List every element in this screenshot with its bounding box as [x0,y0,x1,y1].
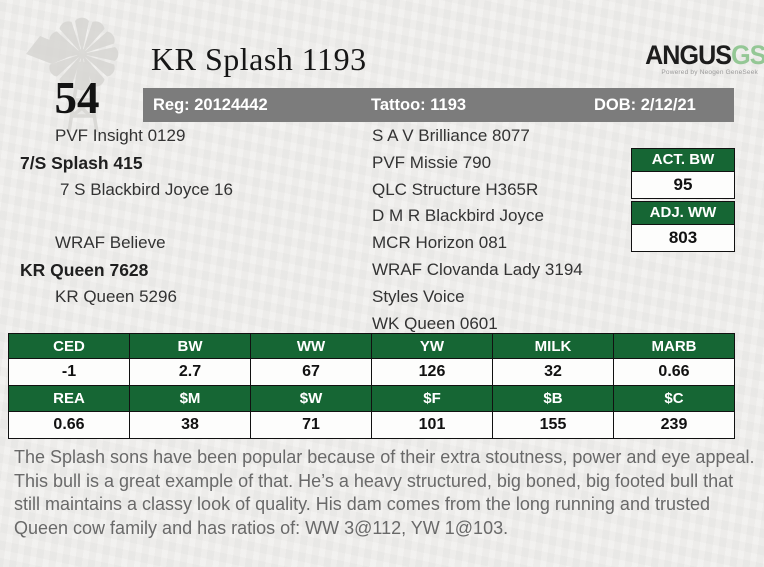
brand-tagline: Powered by Neogen GeneSeek [661,69,758,76]
pedigree-sire: 7/S Splash 415 [20,152,143,173]
animal-description: The Splash sons have been popular becaus… [14,447,755,538]
pedigree-ancestor: MCR Horizon 081 [372,233,508,253]
lot-number: 54 [54,73,100,123]
pedigree-ancestor: WRAF Clovanda Lady 3194 [372,259,583,279]
angus-gs-logo: ANGUSGS Powered by Neogen GeneSeek [636,42,764,77]
pedigree-ancestor: WK Queen 0601 [372,313,498,333]
epd-value-yw: 126 [372,359,493,386]
epd-header-ww: WW [251,334,372,359]
tattoo-number: Tattoo: 1193 [371,96,467,114]
epd-header-dollar-f: $F [372,386,493,412]
act-bw-header: ACT. BW [631,148,735,172]
epd-value-dollar-f: 101 [372,412,493,439]
epd-value-ced: -1 [9,359,130,386]
dob-value: DOB: 2/12/21 [594,96,696,114]
epd-header-milk: MILK [493,334,614,359]
epd-value-dollar-b: 155 [493,412,614,439]
epd-header-dollar-b: $B [493,386,614,412]
reg-number: Reg: 20124442 [153,96,268,114]
epd-header-rea: REA [9,386,130,412]
brand-angus-text: ANGUS [645,40,732,70]
pedigree-ancestor: D M R Blackbird Joyce [372,206,544,226]
pedigree-dam-granddam: KR Queen 5296 [55,286,177,306]
pedigree-ancestor: QLC Structure H365R [372,179,539,199]
epd-value-milk: 32 [493,359,614,386]
pedigree-dam-grandsire: WRAF Believe [55,233,166,253]
epd-value-dollar-c: 239 [614,412,735,439]
act-bw-value: 95 [631,172,735,199]
angus-gs-wordmark: ANGUSGS [645,42,764,69]
epd-header-dollar-m: $M [130,386,251,412]
epd-value-marb: 0.66 [614,359,735,386]
page-title: KR Splash 1193 [151,41,367,77]
pedigree-ancestor: S A V Brilliance 8077 [372,126,530,145]
brand-gs-text: GS [731,40,764,70]
weight-stats: ACT. BW 95 ADJ. WW 803 [631,148,735,254]
epd-header-yw: YW [372,334,493,359]
epd-header-marb: MARB [614,334,735,359]
registration-info-bar: Reg: 20124442 Tattoo: 1193 DOB: 2/12/21 [143,88,734,122]
pedigree-ancestor: Styles Voice [372,286,465,306]
adj-ww-header: ADJ. WW [631,201,735,225]
epd-value-rea: 0.66 [9,412,130,439]
windmill-watermark-icon [26,17,119,133]
epd-header-ced: CED [9,334,130,359]
pedigree-sire-granddam: 7 S Blackbird Joyce 16 [60,179,233,199]
epd-header-dollar-w: $W [251,386,372,412]
pedigree-left-column: PVF Insight 0129 7/S Splash 415 7 S Blac… [20,123,360,311]
epd-value-dollar-w: 71 [251,412,372,439]
epd-table: CED BW WW YW MILK MARB -1 2.7 67 126 32 … [8,333,735,439]
adj-ww-value: 803 [631,225,735,252]
epd-header-dollar-c: $C [614,386,735,412]
pedigree-dam: KR Queen 7628 [20,259,149,280]
epd-value-ww: 67 [251,359,372,386]
pedigree-middle-column: S A V Brilliance 8077 PVF Missie 790 QLC… [372,123,622,337]
pedigree-spacer [20,203,360,230]
epd-value-bw: 2.7 [130,359,251,386]
epd-header-bw: BW [130,334,251,359]
pedigree-sire-grandsire: PVF Insight 0129 [55,126,186,145]
pedigree-ancestor: PVF Missie 790 [372,152,492,172]
epd-value-dollar-m: 38 [130,412,251,439]
